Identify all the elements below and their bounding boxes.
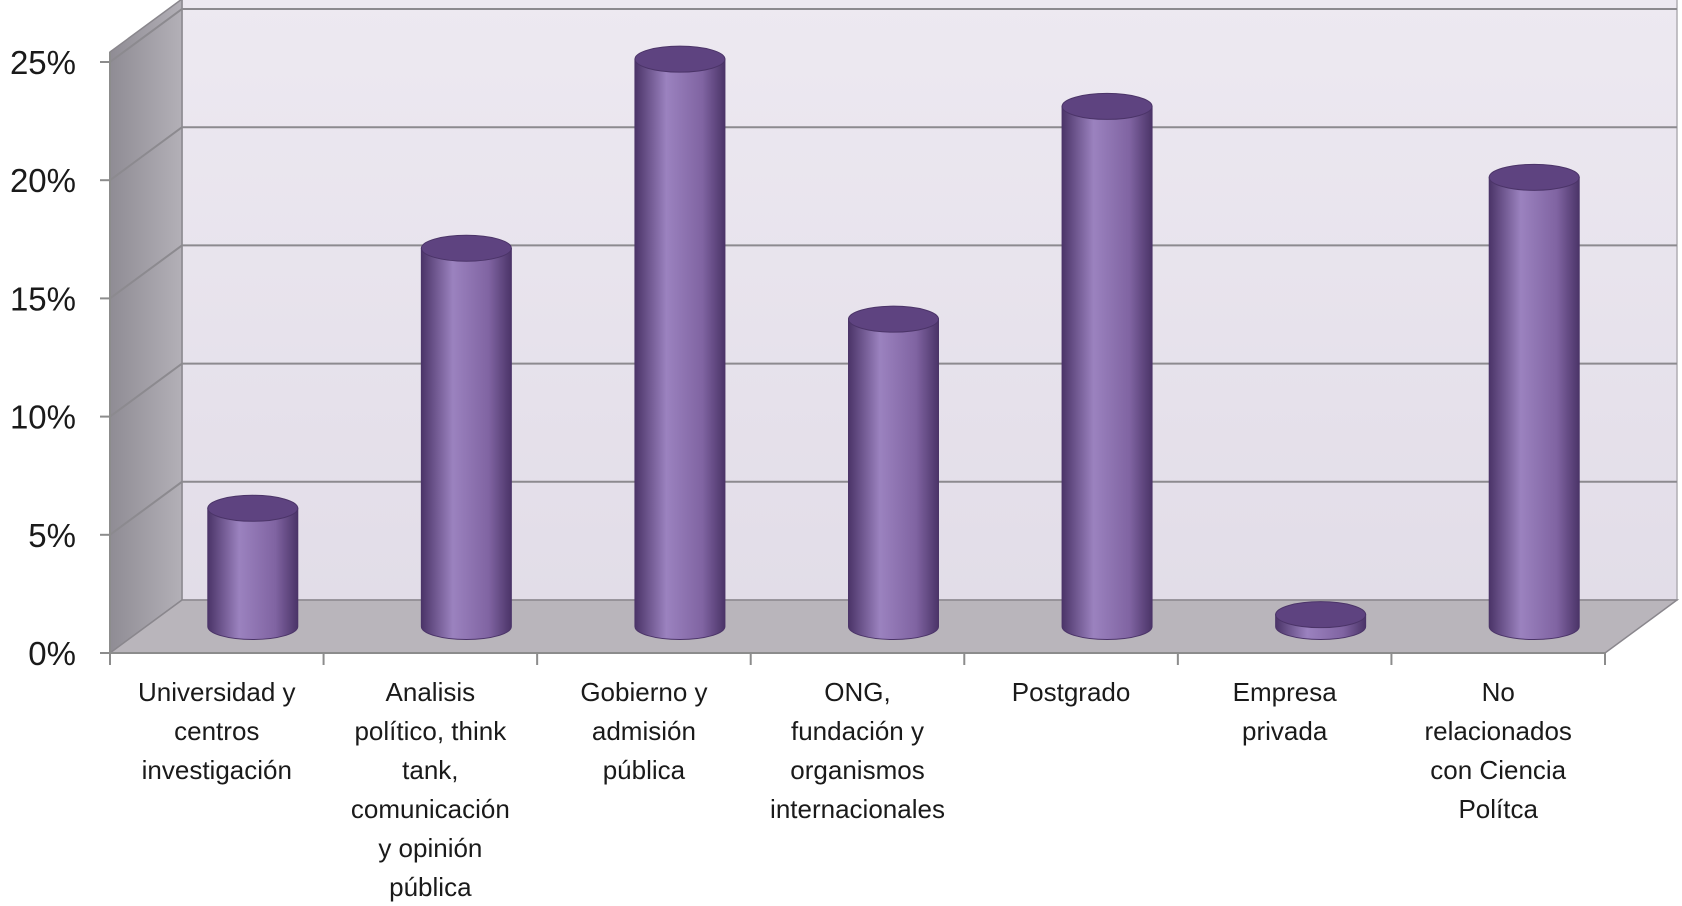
bar-top [848, 305, 939, 333]
y-tick-label: 15% [10, 280, 76, 317]
x-tick-label: Postgrado [1012, 677, 1131, 707]
bars [207, 45, 1580, 640]
bar-body [207, 507, 299, 640]
y-axis: 0% 5% 10% 15% 20% 25% [10, 44, 1606, 672]
gridlines [109, 8, 1677, 536]
bar [1488, 163, 1580, 640]
gridline [109, 362, 1677, 418]
y-tick-label: 10% [10, 399, 76, 436]
side-wall [109, 0, 183, 655]
bar [634, 45, 726, 640]
y-tick-label: 0% [28, 635, 76, 672]
gridline [109, 126, 1677, 182]
bar [207, 494, 299, 640]
y-tick-label: 5% [28, 517, 76, 554]
bar-top [1061, 92, 1153, 120]
x-axis-labels: Universidad y centros investigación Analisi… [138, 677, 1572, 902]
y-tick-label: 20% [10, 162, 76, 199]
bar [1275, 601, 1367, 640]
bar-body [1061, 105, 1153, 640]
bar-top [420, 234, 512, 262]
bar-body [848, 318, 939, 640]
gridline [109, 8, 1677, 63]
x-tick-label: No relacionados con Ciencia Polítca [1424, 677, 1571, 824]
bar [848, 305, 939, 640]
bar [420, 234, 512, 640]
x-tick-label: Universidad y centros investigación [138, 677, 296, 785]
bar-top [1275, 601, 1367, 629]
gridline [109, 480, 1677, 536]
x-tick-label: Empresa privada [1233, 677, 1338, 746]
bar-top [1488, 163, 1580, 191]
x-tick-label: Gobierno y admisión pública [580, 677, 707, 785]
bar [1061, 92, 1153, 640]
bar-body [1488, 176, 1580, 640]
x-tick-label: ONG, fundación y organismos internacionales [770, 677, 945, 824]
bar-body [634, 58, 726, 640]
bar-top [634, 45, 726, 73]
bar-body [420, 247, 512, 640]
x-tick-label: Analisis político, think tank, comunicación… [351, 677, 510, 902]
bar-top [207, 494, 299, 522]
gridline [109, 244, 1677, 300]
y-tick-label: 25% [10, 44, 76, 81]
